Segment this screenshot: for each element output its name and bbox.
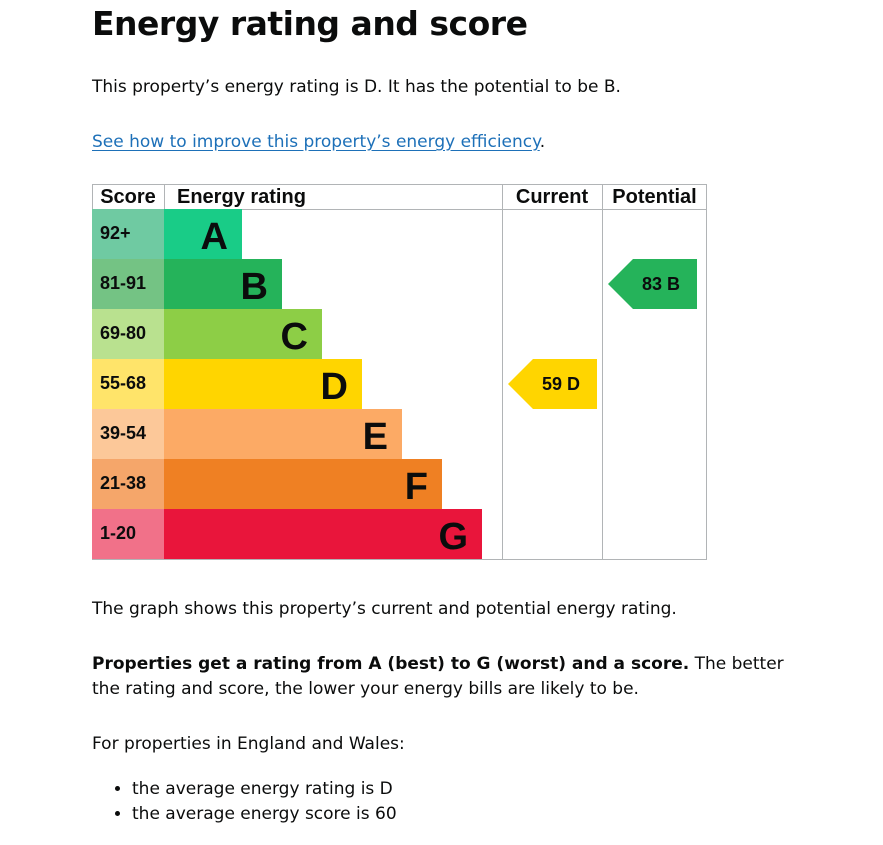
- england-wales-text: For properties in England and Wales:: [92, 734, 405, 754]
- score-cell-g: [92, 509, 164, 559]
- rating-bar-g: [164, 509, 482, 559]
- energy-rating-chart: Score Energy rating Current Potential 92+ A 81…: [92, 184, 707, 560]
- link-suffix: .: [539, 132, 546, 152]
- rating-letter-e: E: [363, 416, 388, 458]
- average-rating-item: the average energy rating is D: [132, 777, 397, 802]
- rating-bar-a: [164, 209, 242, 259]
- rating-letter-a: A: [201, 216, 228, 258]
- average-score-item: the average energy score is 60: [132, 802, 397, 827]
- properties-bold-text: Properties get a rating from A (best) to…: [92, 654, 690, 674]
- score-range-b: 81-91: [100, 273, 146, 293]
- rating-bar-e: [164, 409, 402, 459]
- graph-description: The graph shows this property’s current …: [92, 599, 677, 619]
- rating-bar-c: [164, 309, 322, 359]
- averages-list: the average energy rating is D the avera…: [92, 777, 397, 827]
- rating-letter-b: B: [241, 266, 268, 308]
- rating-bar-b: [164, 259, 282, 309]
- rating-letter-c: C: [281, 316, 308, 358]
- current-arrow: [508, 359, 597, 409]
- improve-paragraph: See how to improve this property’s energ…: [92, 130, 545, 155]
- rating-letter-f: F: [405, 466, 428, 508]
- header-score: Score: [100, 186, 156, 208]
- header-energy-rating: Energy rating: [177, 186, 306, 208]
- score-range-a: 92+: [100, 223, 131, 243]
- potential-arrow: [608, 259, 697, 309]
- current-rating-label: 59 D: [542, 374, 580, 394]
- rating-letter-d: D: [321, 366, 348, 408]
- properties-rest-text: The better the rating and score, the low…: [92, 654, 784, 699]
- rating-bar-d: [164, 359, 362, 409]
- score-cell-c: [92, 309, 164, 359]
- score-range-f: 21-38: [100, 473, 146, 493]
- score-cell-b: [92, 259, 164, 309]
- header-potential: Potential: [612, 186, 696, 208]
- score-cell-a: [92, 209, 164, 259]
- header-current: Current: [516, 186, 589, 208]
- improve-efficiency-link[interactable]: See how to improve this property’s energ…: [92, 132, 540, 152]
- rating-letter-g: G: [438, 516, 468, 558]
- potential-rating-label: 83 B: [642, 274, 680, 294]
- properties-explanation: Properties get a rating from A (best) to…: [92, 652, 792, 702]
- intro-text: This property’s energy rating is D. It h…: [92, 77, 621, 97]
- score-cell-f: [92, 459, 164, 509]
- score-range-c: 69-80: [100, 323, 146, 343]
- rating-bar-f: [164, 459, 442, 509]
- score-range-d: 55-68: [100, 373, 146, 393]
- score-cell-d: [92, 359, 164, 409]
- page-title: Energy rating and score: [92, 4, 528, 43]
- score-range-g: 1-20: [100, 523, 136, 543]
- score-cell-e: [92, 409, 164, 459]
- score-range-e: 39-54: [100, 423, 146, 443]
